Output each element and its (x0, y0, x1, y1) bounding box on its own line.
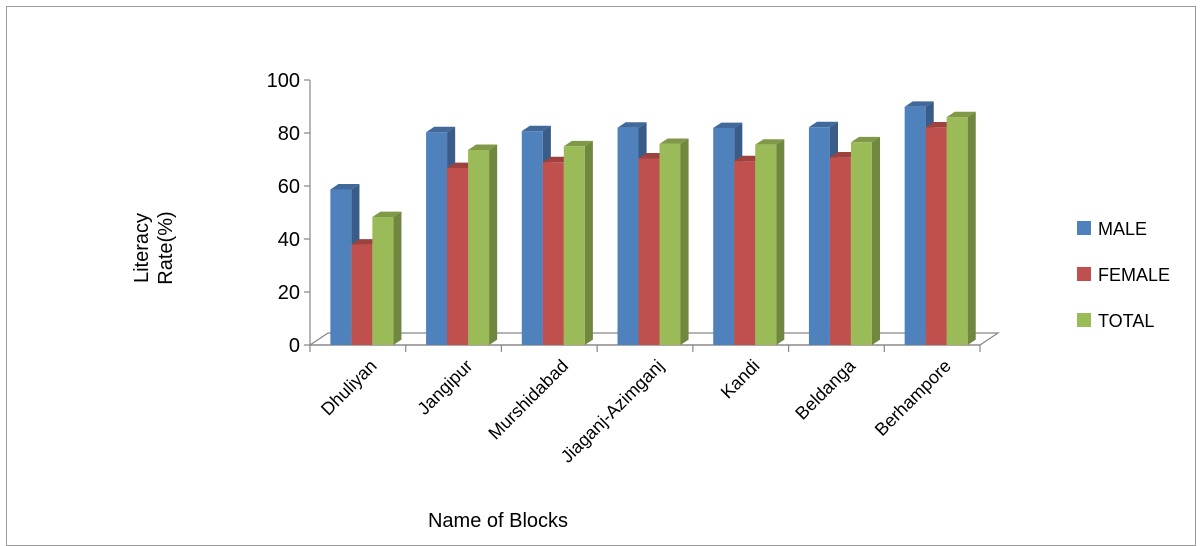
bar-front-face (713, 127, 735, 345)
legend-swatch (1077, 221, 1091, 235)
bar-top-face (659, 138, 689, 144)
bar-side-face (489, 144, 498, 345)
bar-front-face (850, 142, 872, 345)
y-tick-label: 100 (267, 70, 300, 92)
bar-front-face (521, 131, 543, 345)
bar-total-berhampore (946, 111, 976, 345)
legend-item-female: FEMALE (1077, 265, 1170, 285)
bar-front-face (755, 144, 777, 345)
y-axis-ticks: 0 20 40 60 80 100 (267, 70, 981, 357)
y-axis-title-text: Literacy Rate(%) (131, 211, 177, 284)
bars-group (330, 101, 976, 346)
bar-top-face (755, 139, 785, 145)
chart-frame (6, 6, 1196, 546)
bar-total-dhuliyan (372, 211, 402, 345)
bar-total-jangipur (468, 144, 498, 345)
bar-front-face (468, 149, 490, 345)
y-tick-label: 20 (278, 282, 300, 304)
bar-top-face (713, 122, 743, 128)
bar-top-face (904, 101, 934, 107)
y-tick-label: 0 (289, 335, 300, 357)
x-tick-label: Jangipur (413, 356, 476, 419)
bar-top-face (617, 122, 647, 128)
legend-swatch (1077, 313, 1091, 327)
bar-front-face (659, 143, 681, 345)
legend-swatch (1077, 267, 1091, 281)
bar-front-face (734, 161, 756, 345)
bar-total-jiaganj-azimganj (659, 138, 689, 345)
x-tick-label: Dhuliyan (317, 356, 381, 420)
y-tick-label: 80 (278, 123, 300, 145)
bar-top-face (850, 136, 881, 143)
category-labels: Dhuliyan Jangipur MurshidabadJiaganj-Azimg… (317, 355, 955, 467)
bar-front-face (542, 162, 564, 345)
bar-front-face (447, 167, 469, 345)
bar-front-face (563, 146, 585, 345)
x-tick-label: Beldanga (791, 355, 860, 424)
bar-front-face (617, 127, 639, 345)
y-axis-title: Literacy Rate(%) (131, 211, 177, 284)
x-tick-label: Jiaganj-Azimganj (557, 356, 668, 467)
bar-side-face (776, 139, 785, 345)
y-axis-title-line: Rate(%) (155, 211, 177, 284)
bar-front-face (946, 117, 968, 345)
bar-front-face (372, 217, 394, 345)
bar-top-face (808, 121, 839, 128)
bar-top-face (563, 140, 593, 147)
legend-label: TOTAL (1098, 311, 1154, 331)
legend-label: MALE (1098, 219, 1147, 239)
x-axis-title: Name of Blocks (428, 510, 568, 532)
legend-label: FEMALE (1098, 265, 1170, 285)
y-tick-label: 40 (278, 229, 300, 251)
legend-item-male: MALE (1077, 219, 1147, 239)
legend: MALE FEMALE TOTAL (1077, 219, 1170, 331)
bar-top-face (372, 211, 402, 218)
bar-front-face (426, 132, 448, 345)
y-axis-title-line: Literacy (131, 213, 153, 283)
literacy-rate-chart: 0 20 40 60 80 100 Dhuliyan Jangipur Murshidabad… (131, 70, 1170, 532)
bar-front-face (330, 189, 352, 345)
bar-side-face (871, 136, 881, 345)
bar-front-face (904, 106, 926, 345)
bar-top-face (521, 125, 551, 132)
bar-top-face (468, 144, 498, 150)
bar-side-face (967, 111, 976, 345)
bar-front-face (638, 158, 660, 345)
x-tick-label: Berhampore (871, 356, 955, 440)
bar-side-face (680, 138, 689, 345)
bar-front-face (351, 244, 373, 345)
bar-top-face (330, 184, 360, 190)
y-tick-label: 60 (278, 176, 300, 198)
bar-front-face (829, 157, 851, 345)
bar-side-face (584, 140, 593, 345)
bar-top-face (946, 111, 976, 118)
bar-total-beldanga (850, 136, 881, 345)
bar-front-face (925, 127, 947, 345)
bar-total-kandi (755, 139, 785, 345)
bar-front-face (808, 127, 830, 345)
x-tick-label: Kandi (717, 356, 764, 403)
bar-side-face (393, 211, 402, 345)
bar-total-murshidabad (563, 140, 593, 345)
bar-top-face (426, 126, 456, 133)
x-tick-label: Murshidabad (484, 356, 572, 444)
legend-item-total: TOTAL (1077, 311, 1154, 331)
